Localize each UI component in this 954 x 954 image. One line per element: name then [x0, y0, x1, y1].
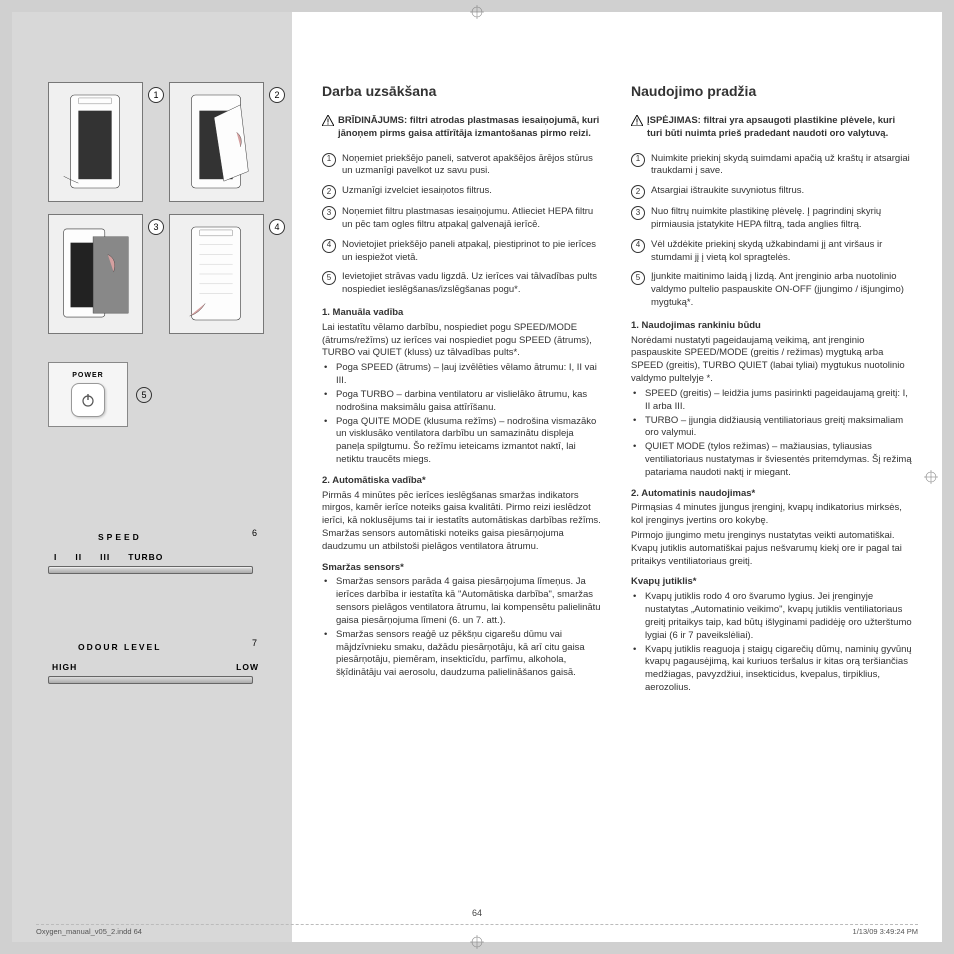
footer: Oxygen_manual_v05_2.indd 64 1/13/09 3:49… — [36, 924, 918, 936]
page-number: 64 — [12, 908, 942, 918]
manual-para: Lai iestatītu vēlamo darbību, nospiediet… — [322, 322, 603, 360]
odour-title: ODOUR LEVEL — [78, 642, 263, 652]
warning-icon — [631, 115, 643, 141]
crop-mark-right — [924, 470, 938, 484]
column-lithuanian: Naudojimo pradžia ĮSPĖJIMAS: filtrai yra… — [631, 82, 912, 902]
illustration-4: 4 — [169, 214, 264, 334]
odour-bar — [48, 676, 253, 684]
speed-level: I — [54, 552, 57, 562]
auto-para2: Pirmojo įjungimo metu įrenginys nustatyt… — [631, 530, 912, 568]
step-text: Vėl uždėkite priekinį skydą užkabindami … — [651, 239, 912, 265]
step-num: 2 — [631, 185, 645, 199]
step-text: Ievietojiet strāvas vadu ligzdā. Uz ierī… — [342, 271, 603, 297]
warning-text: ĮSPĖJIMAS: filtrai yra apsaugoti plastik… — [647, 115, 912, 141]
bullet: Smaržas sensors reaģē uz pēkšņu cigarešu… — [336, 629, 603, 680]
bullet: Poga SPEED (ātrums) – ļauj izvēlēties vē… — [336, 362, 603, 388]
speed-level: III — [100, 552, 110, 562]
content-area: Darba uzsākšana BRĪDINĀJUMS: filtri atro… — [322, 82, 912, 902]
bullet: Smaržas sensors parāda 4 gaisa piesārņoj… — [336, 576, 603, 627]
manual-bullets: Poga SPEED (ātrums) – ļauj izvēlēties vē… — [322, 362, 603, 467]
power-button-icon — [71, 383, 105, 417]
illus-num: 4 — [269, 219, 285, 235]
step-num: 3 — [322, 206, 336, 220]
step-num: 5 — [631, 271, 645, 285]
bullet: Poga TURBO – darbina ventilatoru ar visl… — [336, 389, 603, 415]
step-text: Nuimkite priekinį skydą suimdami apačią … — [651, 153, 912, 179]
illus-num: 3 — [148, 219, 164, 235]
illus-num: 1 — [148, 87, 164, 103]
step-text: Noņemiet filtru plastmasas iesaiņojumu. … — [342, 206, 603, 232]
manual-heading: 1. Manuāla vadība — [322, 307, 603, 320]
step-text: Atsargiai ištraukite suvyniotus filtrus. — [651, 185, 804, 198]
speed-level: TURBO — [128, 552, 163, 562]
auto-para1: Pirmąsias 4 minutes įjungus įrenginį, kv… — [631, 502, 912, 528]
odour-panel: 7 ODOUR LEVEL HIGH LOW — [48, 642, 263, 684]
warning-box: ĮSPĖJIMAS: filtrai yra apsaugoti plastik… — [631, 115, 912, 141]
bullet: Kvapų jutiklis reaguoja į staigų cigareč… — [645, 644, 912, 695]
illustration-2: 2 — [169, 82, 264, 202]
warning-box: BRĪDINĀJUMS: filtri atrodas plastmasas i… — [322, 115, 603, 141]
step-text: Įjunkite maitinimo laidą į lizdą. Ant įr… — [651, 271, 912, 309]
footer-filename: Oxygen_manual_v05_2.indd 64 — [36, 927, 142, 936]
illustration-3: 3 — [48, 214, 143, 334]
sidebar: 1 2 3 4 POWER 5 — [12, 12, 292, 942]
warning-icon — [322, 115, 334, 141]
step-num: 1 — [631, 153, 645, 167]
power-label: POWER — [72, 372, 103, 379]
auto-heading: 2. Automātiska vadība* — [322, 475, 603, 488]
step-text: Noņemiet priekšējo paneli, satverot apak… — [342, 153, 603, 179]
step-num: 4 — [322, 239, 336, 253]
manual-bullets: SPEED (greitis) – leidžia jums pasirinkt… — [631, 388, 912, 480]
warning-text: BRĪDINĀJUMS: filtri atrodas plastmasas i… — [338, 115, 603, 141]
steps-list: 1 Noņemiet priekšējo paneli, satverot apa… — [322, 153, 603, 298]
sensor-bullets: Smaržas sensors parāda 4 gaisa piesārņoj… — [322, 576, 603, 680]
bullet: Kvapų jutiklis rodo 4 oro švarumo lygius… — [645, 591, 912, 642]
bullet: QUIET MODE (tylos režimas) – mažiausias,… — [645, 441, 912, 479]
crop-mark-bottom — [470, 935, 484, 949]
footer-timestamp: 1/13/09 3:49:24 PM — [853, 927, 918, 936]
col2-title: Naudojimo pradžia — [631, 82, 912, 101]
bullet: SPEED (greitis) – leidžia jums pasirinkt… — [645, 388, 912, 414]
step-num: 2 — [322, 185, 336, 199]
speed-panel: 6 SPEED I II III TURBO — [48, 532, 263, 574]
odour-low: LOW — [236, 662, 259, 672]
auto-para: Pirmās 4 minūtes pēc ierīces ieslēgšanas… — [322, 490, 603, 554]
sensor-heading: Smaržas sensors* — [322, 562, 603, 575]
auto-heading: 2. Automatinis naudojimas* — [631, 488, 912, 501]
illus-num: 5 — [136, 387, 152, 403]
step-text: Novietojiet priekšējo paneli atpakaļ, pi… — [342, 239, 603, 265]
sensor-bullets: Kvapų jutiklis rodo 4 oro švarumo lygius… — [631, 591, 912, 695]
crop-mark-top — [470, 5, 484, 19]
illustration-1: 1 — [48, 82, 143, 202]
manual-para: Norėdami nustatyti pageidaujamą veikimą,… — [631, 335, 912, 386]
speed-bar — [48, 566, 253, 574]
manual-heading: 1. Naudojimas rankiniu būdu — [631, 320, 912, 333]
step-num: 4 — [631, 239, 645, 253]
step-num: 5 — [322, 271, 336, 285]
step-text: Uzmanīgi izvelciet iesaiņotos filtrus. — [342, 185, 492, 198]
panel-num: 7 — [252, 638, 257, 648]
bullet: TURBO – įjungia didžiausią ventiliatoria… — [645, 415, 912, 441]
step-num: 3 — [631, 206, 645, 220]
step-text: Nuo filtrų nuimkite plastikinę plėvelę. … — [651, 206, 912, 232]
power-illustration: POWER 5 — [48, 362, 152, 427]
panel-num: 6 — [252, 528, 257, 538]
col1-title: Darba uzsākšana — [322, 82, 603, 101]
bullet: Poga QUITE MODE (klusuma režīms) – nodro… — [336, 416, 603, 467]
column-latvian: Darba uzsākšana BRĪDINĀJUMS: filtri atro… — [322, 82, 603, 902]
manual-page: 1 2 3 4 POWER 5 — [12, 12, 942, 942]
illus-num: 2 — [269, 87, 285, 103]
speed-level: II — [75, 552, 82, 562]
speed-title: SPEED — [98, 532, 263, 542]
odour-high: HIGH — [52, 662, 77, 672]
sensor-heading: Kvapų jutiklis* — [631, 576, 912, 589]
steps-list: 1 Nuimkite priekinį skydą suimdami apačią… — [631, 153, 912, 310]
illustration-grid: 1 2 3 4 — [48, 82, 264, 334]
step-num: 1 — [322, 153, 336, 167]
